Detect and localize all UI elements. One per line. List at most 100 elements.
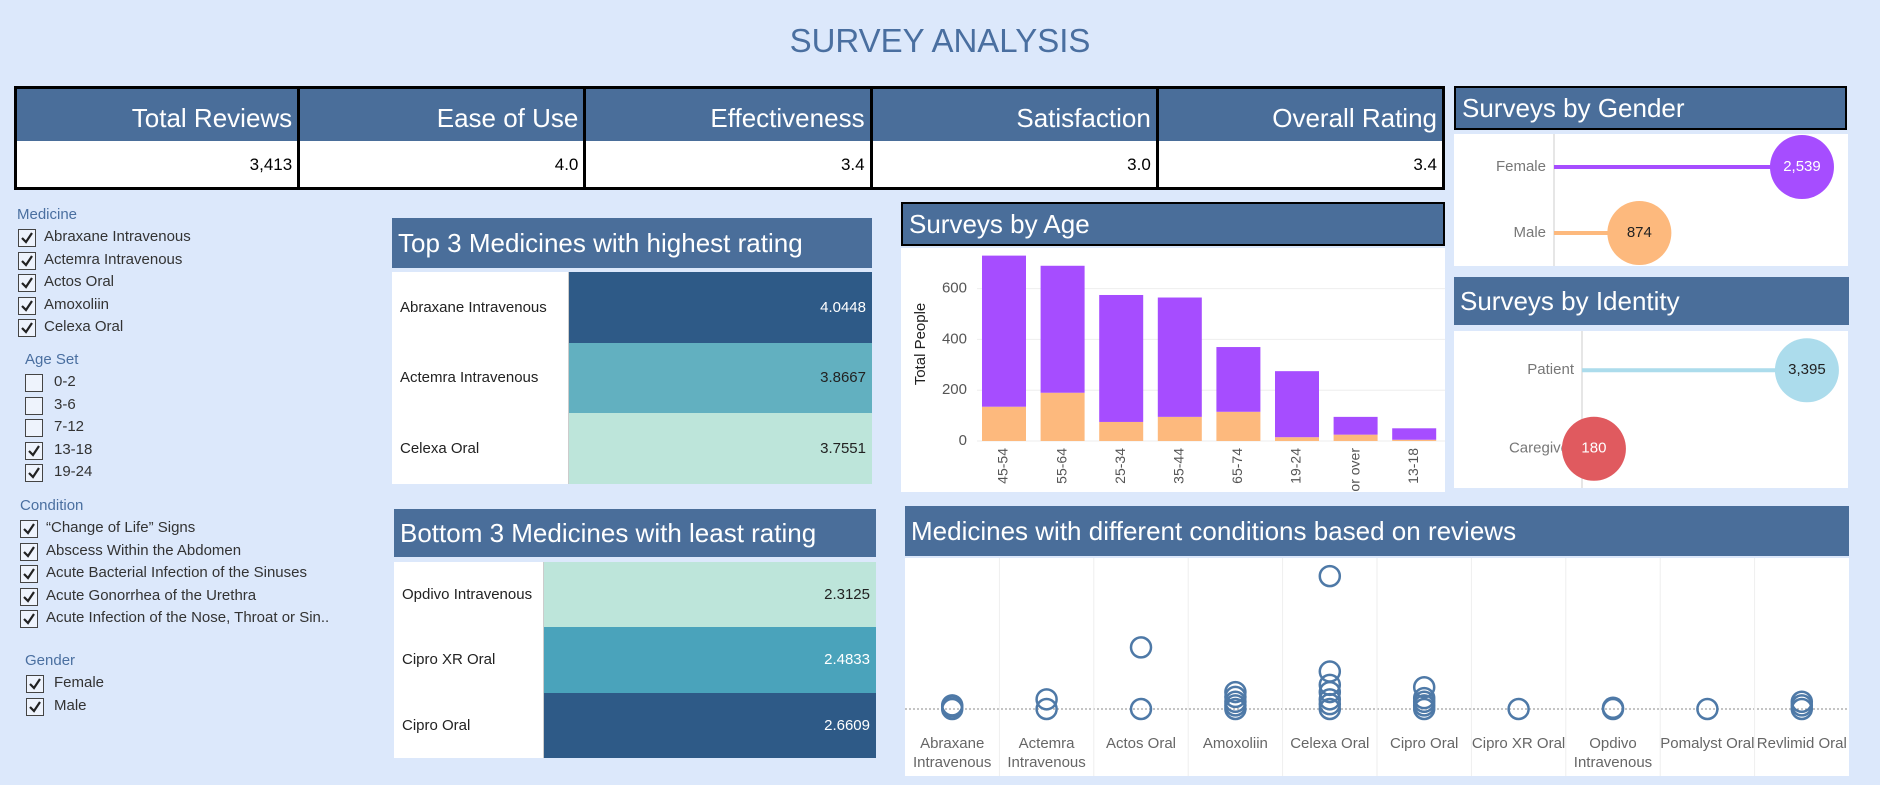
point	[1318, 688, 1342, 711]
check-path	[23, 568, 35, 580]
checkbox[interactable]	[18, 296, 36, 315]
bar-segment	[1216, 347, 1261, 412]
check-path	[28, 444, 40, 457]
filter-item[interactable]: 19-24	[54, 463, 93, 480]
y-tick-label: 0	[959, 432, 967, 449]
check-path	[21, 299, 33, 312]
checkbox[interactable]	[25, 441, 43, 460]
checkbox[interactable]	[20, 565, 38, 583]
rating-table: Abraxane Intravenous 4.0448 Actemra Intrav…	[392, 272, 872, 484]
bar-segment	[982, 406, 1026, 441]
bar-segment	[1099, 294, 1144, 422]
filter-item[interactable]: “Change of Life” Signs	[46, 519, 196, 536]
x-tick-label: Pomalyst Oral	[1660, 735, 1755, 752]
filter-item[interactable]: Acute Infection of the Nose, Throat or S…	[46, 609, 330, 626]
value-label: 2,539	[1783, 158, 1821, 175]
filter-item[interactable]: Abscess Within the Abdomen	[46, 541, 242, 559]
x-tick-label: 25-34	[1112, 448, 1128, 484]
filter-list: Female Male	[0, 673, 380, 785]
strip-chart	[905, 558, 1849, 776]
checkbox[interactable]	[18, 229, 36, 247]
filter-item[interactable]: Abraxane Intravenous	[44, 228, 191, 245]
checkbox[interactable]	[18, 251, 36, 270]
point	[1412, 676, 1436, 699]
bar-segment	[1099, 421, 1144, 441]
lollipop-dot	[1561, 416, 1626, 481]
medicine-name: Opdivo Intravenous	[394, 562, 544, 628]
rating-cell: 3.7551	[569, 413, 872, 484]
filter-list: Abraxane Intravenous Actemra Intravenous A…	[0, 227, 380, 353]
kpi-value: 3.4	[1158, 141, 1442, 187]
filter-title: Condition	[20, 497, 84, 514]
filter-item[interactable]: Celexa Oral	[44, 318, 124, 335]
kpi-value: 3.4	[586, 141, 870, 187]
bar-segment	[1040, 392, 1085, 441]
filter-item[interactable]: 0-2	[54, 373, 76, 390]
point	[1318, 673, 1342, 697]
filter-item[interactable]: Actemra Intravenous	[44, 250, 183, 268]
x-tick-label: 55-64	[1053, 448, 1069, 484]
checkbox[interactable]	[25, 396, 43, 415]
checkbox[interactable]	[26, 675, 44, 693]
point	[1318, 692, 1342, 716]
check-path	[29, 678, 41, 690]
point	[1507, 697, 1530, 721]
bar-segment	[1275, 437, 1319, 441]
medicine-name: Actemra Intravenous	[392, 342, 569, 414]
filter-item[interactable]: Male	[54, 696, 87, 714]
filter-item[interactable]: Amoxoliin	[44, 295, 110, 313]
bar-segment	[1275, 371, 1319, 438]
x-tick-label: Celexa Oral	[1290, 735, 1370, 752]
filter-list: “Change of Life” Signs Abscess Within the…	[0, 518, 380, 648]
checkbox[interactable]	[20, 542, 38, 561]
checkbox[interactable]	[25, 419, 43, 437]
medicine-name: Cipro XR Oral	[394, 627, 544, 693]
check-mark	[23, 590, 35, 603]
check-mark	[23, 613, 35, 625]
filter-item[interactable]: 3-6	[54, 395, 76, 413]
check-path	[23, 613, 35, 625]
lollipop-dot	[1607, 201, 1672, 265]
category-label: Male	[1513, 224, 1546, 241]
filter-item[interactable]: 13-18	[54, 440, 93, 458]
filter-item[interactable]: 7-12	[54, 418, 85, 435]
check-mark	[28, 444, 40, 457]
x-tick-label: Abraxane Intravenous	[913, 735, 992, 771]
x-tick-label: Revlimid Oral	[1756, 735, 1847, 752]
checkbox[interactable]	[25, 464, 43, 482]
category-label: Patient	[1527, 361, 1575, 378]
rating-cell: 4.0448	[569, 272, 872, 343]
checkbox[interactable]	[20, 520, 38, 538]
filter-item[interactable]: Acute Gonorrhea of the Urethra	[46, 586, 257, 604]
checkbox[interactable]	[25, 374, 43, 392]
x-tick-label: Actos Oral	[1105, 735, 1176, 752]
lollipop-dot	[1769, 135, 1834, 199]
filter-item[interactable]: Acute Bacterial Infection of the Sinuses	[46, 564, 307, 581]
x-tick-label: 75 or over	[1346, 448, 1362, 492]
checkbox[interactable]	[20, 610, 38, 628]
bar-segment	[1392, 439, 1437, 441]
filter-title: Gender	[25, 652, 76, 669]
filter-item[interactable]: Female	[54, 674, 105, 691]
checkbox[interactable]	[20, 587, 38, 606]
kpi-label: Overall Rating	[1158, 89, 1442, 141]
bar-segment	[1333, 434, 1378, 441]
filter-title: Medicine	[17, 206, 78, 223]
x-tick-label: 65-74	[1229, 448, 1245, 484]
category-label: Caregiver	[1509, 440, 1574, 457]
filter-item[interactable]: Actos Oral	[44, 273, 115, 290]
page-title: SURVEY ANALYSIS	[789, 22, 1091, 59]
kpi-card: Satisfaction 3.0	[872, 86, 1159, 190]
kpi-card: Effectiveness 3.4	[586, 86, 873, 190]
check-mark	[21, 254, 33, 267]
checkbox[interactable]	[26, 697, 44, 716]
point	[1129, 636, 1153, 659]
check-mark	[29, 678, 41, 690]
point	[1129, 697, 1153, 721]
bar-segment	[1392, 428, 1437, 440]
check-mark	[21, 277, 33, 289]
checkbox[interactable]	[18, 274, 36, 292]
check-path	[23, 545, 35, 558]
chart-title: Surveys by Gender	[1454, 86, 1847, 130]
checkbox[interactable]	[18, 319, 36, 337]
